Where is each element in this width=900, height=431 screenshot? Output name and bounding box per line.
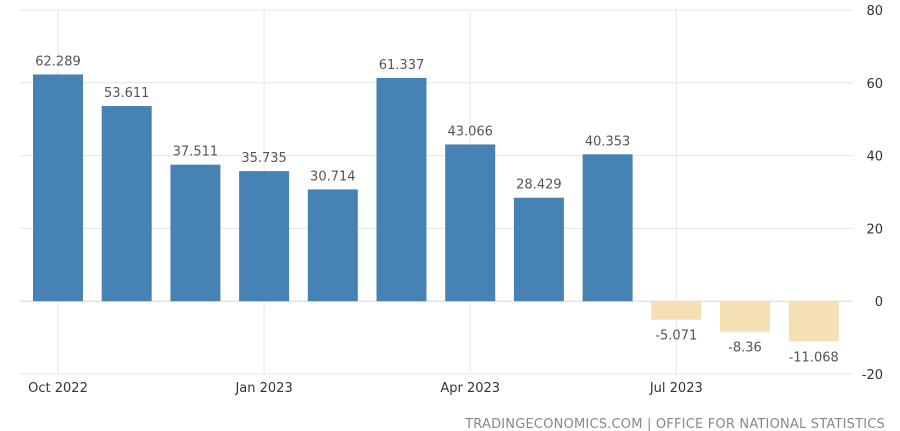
value-label: -8.36 bbox=[728, 341, 762, 356]
bars bbox=[33, 74, 839, 342]
bar bbox=[651, 301, 702, 320]
value-label: 28.429 bbox=[516, 178, 562, 193]
value-label: 35.735 bbox=[241, 151, 287, 166]
value-label: 37.511 bbox=[173, 145, 219, 160]
bar bbox=[445, 144, 496, 302]
value-label: 62.289 bbox=[35, 54, 81, 69]
source-attribution: TRADINGECONOMICS.COM | OFFICE FOR NATION… bbox=[464, 417, 885, 431]
value-label: -5.071 bbox=[655, 329, 697, 344]
y-axis-ticks: 80 60 40 20 0 -20 bbox=[862, 4, 883, 383]
x-tick-label: Jan 2023 bbox=[234, 381, 292, 396]
y-tick-label: 60 bbox=[866, 77, 883, 92]
bar bbox=[376, 77, 427, 302]
bar bbox=[720, 301, 770, 332]
y-tick-label: 40 bbox=[866, 150, 883, 165]
y-tick-label: -20 bbox=[862, 368, 883, 383]
x-tick-label: Oct 2022 bbox=[28, 381, 88, 396]
bar bbox=[582, 154, 633, 302]
bar bbox=[239, 171, 290, 302]
value-label: 30.714 bbox=[310, 169, 356, 184]
bar bbox=[101, 106, 152, 302]
bar bbox=[33, 74, 83, 302]
y-tick-label: 0 bbox=[875, 295, 883, 310]
x-axis-ticks: Oct 2022 Jan 2023 Apr 2023 Jul 2023 bbox=[28, 381, 703, 396]
value-label: -11.068 bbox=[789, 350, 839, 365]
x-tick-label: Jul 2023 bbox=[649, 381, 703, 396]
bar bbox=[513, 197, 564, 302]
y-tick-label: 80 bbox=[866, 4, 883, 19]
value-label: 43.066 bbox=[447, 124, 493, 139]
bar bbox=[170, 164, 221, 302]
value-label: 61.337 bbox=[379, 58, 425, 73]
value-label: 40.353 bbox=[585, 134, 631, 149]
value-labels: 62.289 53.611 37.511 35.735 30.714 61.337 43.0… bbox=[35, 54, 839, 365]
bar bbox=[307, 189, 358, 302]
value-label: 53.611 bbox=[104, 86, 150, 101]
x-tick-label: Apr 2023 bbox=[440, 381, 500, 396]
bar bbox=[788, 301, 839, 342]
y-tick-label: 20 bbox=[866, 222, 883, 237]
